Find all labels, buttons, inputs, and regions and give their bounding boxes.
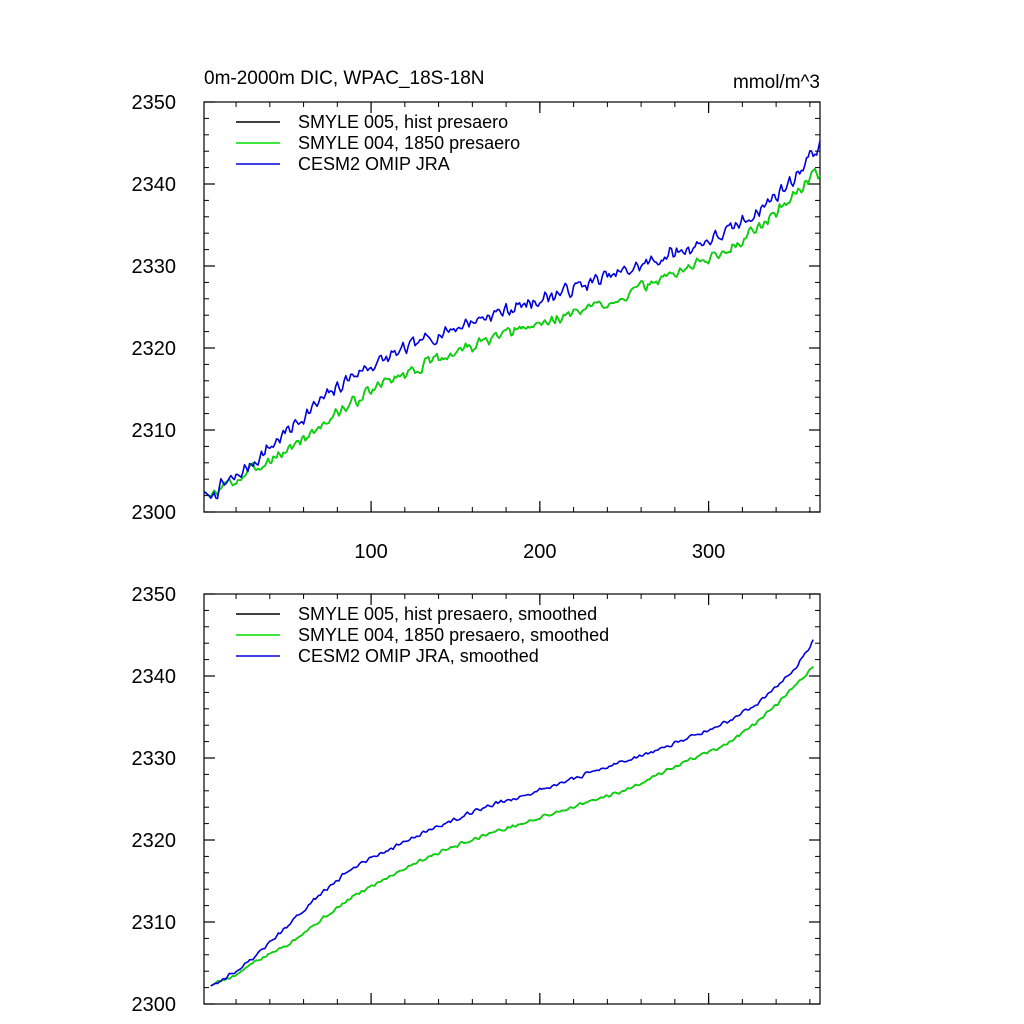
plot-frame (203, 101, 821, 513)
plot-title: 0m-2000m DIC, WPAC_18S-18N (204, 68, 485, 89)
y-tick-label: 2350 (132, 584, 177, 606)
legend-label: SMYLE 004, 1850 presaero, smoothed (298, 625, 609, 645)
y-tick-label: 2310 (132, 912, 177, 934)
legend-label: CESM2 OMIP JRA, smoothed (298, 646, 539, 666)
series-line-0 (203, 168, 821, 498)
y-tick-label: 2350 (132, 92, 177, 114)
x-tick-label: 100 (354, 541, 387, 563)
legend-label: SMYLE 005, hist presaero (298, 112, 508, 132)
y-tick-label: 2300 (132, 994, 177, 1016)
series-line-1 (210, 666, 814, 987)
x-tick-label: 300 (692, 541, 725, 563)
series-line-2 (210, 639, 814, 987)
y-tick-label: 2310 (132, 420, 177, 442)
y-tick-label: 2320 (132, 830, 177, 852)
series-line-2 (203, 140, 821, 500)
legend-label: SMYLE 005, hist presaero, smoothed (298, 604, 597, 624)
top-panel: 2300 2310 2320 2330 2340 2350 100 200 300 SMYLE 0… (132, 92, 821, 563)
y-tick-label: 2340 (132, 666, 177, 688)
legend-label: CESM2 OMIP JRA (298, 154, 450, 174)
x-tick-label: 200 (523, 541, 556, 563)
bottom-panel: 2300 2310 2320 2330 2340 2350 SMYLE 005, hist … (132, 584, 821, 1016)
y-tick-label: 2330 (132, 748, 177, 770)
y-tick-label: 2300 (132, 502, 177, 524)
legend-label: SMYLE 004, 1850 presaero (298, 133, 520, 153)
y-tick-label: 2340 (132, 174, 177, 196)
y-tick-label: 2320 (132, 338, 177, 360)
units-label: mmol/m^3 (733, 72, 820, 93)
y-tick-label: 2330 (132, 256, 177, 278)
plot-frame (203, 593, 821, 1005)
series-line-1 (203, 168, 821, 498)
